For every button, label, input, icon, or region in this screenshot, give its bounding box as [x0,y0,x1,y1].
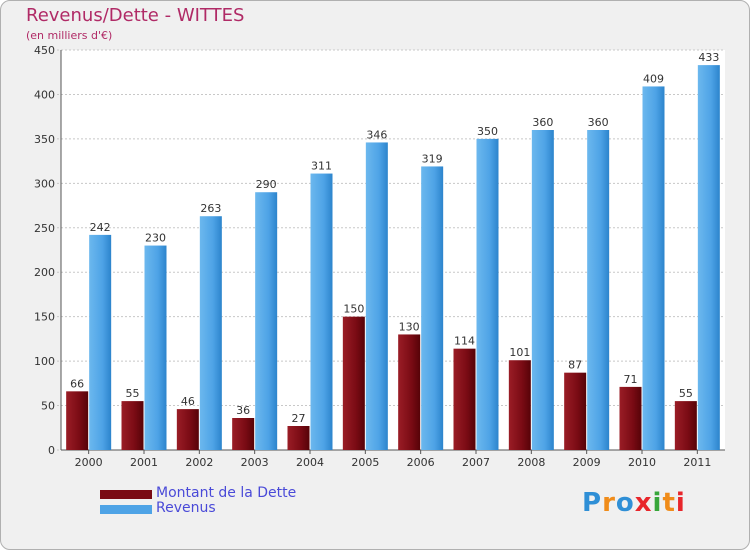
x-tick-label: 2010 [628,456,656,469]
logo-letter: x [634,488,653,518]
x-tick-label: 2009 [573,456,601,469]
x-tick-label: 2002 [185,456,213,469]
data-label-revenus: 290 [256,178,277,191]
data-label-debt: 101 [509,346,530,359]
bar-debt [342,316,365,450]
logo-letter: i [652,488,663,518]
legend-swatch-revenus [100,505,152,514]
plot-area [61,50,725,450]
bar-revenus [642,86,665,450]
data-label-debt: 36 [236,404,250,417]
data-label-revenus: 360 [588,116,609,129]
logo-letter: o [615,488,635,518]
bar-revenus [697,65,720,450]
y-tick-label: 350 [34,133,55,146]
x-tick-label: 2005 [351,456,379,469]
x-tick-label: 2004 [296,456,324,469]
data-label-revenus: 242 [90,221,111,234]
legend-label-revenus: Revenus [156,500,216,516]
bar-revenus [144,245,167,450]
chart-subtitle: (en milliers d'€) [26,29,113,42]
y-tick-label: 100 [34,355,55,368]
bar-revenus [89,234,112,450]
bar-debt [398,334,421,450]
logo-letter: i [675,488,686,518]
y-tick-label: 50 [41,400,55,413]
data-label-debt: 114 [454,335,475,348]
data-label-debt: 27 [292,412,306,425]
logo-letter: P [582,488,603,518]
data-label-debt: 55 [126,387,140,400]
data-label-revenus: 263 [200,202,221,215]
data-label-debt: 130 [399,320,420,333]
y-tick-label: 400 [34,88,55,101]
proxiti-logo: Proxiti [582,488,686,518]
legend-label-debt: Montant de la Dette [156,485,297,501]
legend-swatch-debt [100,490,152,499]
y-tick-label: 250 [34,222,55,235]
bar-revenus [365,142,388,450]
bar-debt [66,391,89,450]
bar-debt [619,386,642,450]
data-label-revenus: 230 [145,232,166,245]
bar-debt [674,401,697,450]
data-label-revenus: 409 [643,72,664,85]
logo-letter: r [602,488,616,518]
data-label-revenus: 319 [422,152,443,165]
bar-debt [287,426,310,450]
bar-revenus [310,173,333,451]
data-label-revenus: 433 [698,51,719,64]
x-tick-label: 2006 [407,456,435,469]
data-label-revenus: 360 [532,116,553,129]
bar-debt [564,372,587,450]
x-tick-label: 2007 [462,456,490,469]
chart-title: Revenus/Dette - WITTES [26,5,245,26]
bar-debt [176,409,199,450]
bar-revenus [531,130,554,450]
data-label-debt: 71 [624,373,638,386]
y-tick-label: 300 [34,177,55,190]
bar-debt [453,348,476,450]
y-tick-label: 450 [34,44,55,57]
y-tick-label: 0 [48,444,55,457]
bar-debt [232,418,255,450]
y-tick-label: 150 [34,311,55,324]
bar-debt [508,360,531,450]
data-label-debt: 66 [70,377,84,390]
y-tick-label: 200 [34,266,55,279]
bar-revenus [476,138,499,450]
data-label-debt: 87 [568,359,582,372]
x-tick-label: 2011 [683,456,711,469]
data-label-revenus: 311 [311,160,332,173]
data-label-debt: 55 [679,387,693,400]
data-label-revenus: 346 [366,128,387,141]
x-tick-label: 2000 [75,456,103,469]
bar-revenus [587,130,610,450]
x-tick-label: 2001 [130,456,158,469]
bar-revenus [255,192,278,450]
bar-revenus [421,166,444,450]
data-label-debt: 150 [343,303,364,316]
x-tick-label: 2003 [241,456,269,469]
x-tick-label: 2008 [517,456,545,469]
bar-revenus [199,216,222,450]
logo-letter: t [662,488,676,518]
bar-debt [121,401,144,450]
data-label-debt: 46 [181,395,195,408]
data-label-revenus: 350 [477,125,498,138]
